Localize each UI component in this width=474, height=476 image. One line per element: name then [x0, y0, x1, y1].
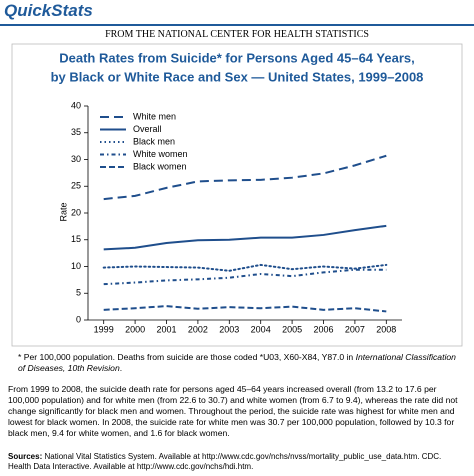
series-line	[103, 224, 387, 251]
x-tick-label: 2003	[219, 324, 239, 334]
chart-frame	[11, 43, 463, 347]
sources-label: Sources:	[8, 452, 43, 461]
y-axis-label: Rate	[58, 202, 68, 221]
legend-label: White women	[133, 149, 188, 159]
y-tick-label: 35	[71, 127, 81, 137]
footnote-italic: International Classification of Diseases…	[18, 352, 456, 373]
legend-label: White men	[133, 111, 176, 121]
y-tick-label: 30	[71, 154, 81, 164]
x-tick-label: 2008	[376, 324, 396, 334]
legend-label: Overall	[133, 124, 162, 134]
y-tick-label: 25	[71, 181, 81, 191]
x-tick-label: 2006	[313, 324, 333, 334]
x-tick-label: 2005	[282, 324, 302, 334]
x-tick-label: 2001	[156, 324, 176, 334]
legend-label: Black women	[133, 161, 187, 171]
x-tick-label: 2000	[125, 324, 145, 334]
brand: QuickStats	[4, 1, 93, 20]
y-tick-label: 15	[71, 234, 81, 244]
x-tick-label: 2007	[345, 324, 365, 334]
y-tick-label: 40	[71, 100, 81, 110]
x-tick-label: 2004	[251, 324, 271, 334]
sources: Sources: National Vital Statistics Syste…	[8, 452, 466, 472]
y-tick-label: 20	[71, 207, 81, 217]
footnote-text: * Per 100,000 population. Deaths from su…	[18, 352, 356, 362]
x-tick-label: 1999	[94, 324, 114, 334]
series-line	[103, 154, 387, 201]
legend-label: Black men	[133, 136, 175, 146]
sources-text: National Vital Statistics System. Availa…	[8, 452, 442, 471]
chart-title: by Black or White Race and Sex — United …	[51, 69, 424, 84]
chart-title: Death Rates from Suicide* for Persons Ag…	[59, 50, 414, 65]
summary: From 1999 to 2008, the suicide death rat…	[8, 384, 458, 438]
chart: Death Rates from Suicide* for Persons Ag…	[11, 43, 463, 347]
x-tick-label: 2002	[188, 324, 208, 334]
series-line	[103, 305, 387, 313]
series-line	[103, 268, 387, 286]
source-line: FROM THE NATIONAL CENTER FOR HEALTH STAT…	[105, 29, 369, 40]
y-tick-label: 0	[76, 314, 81, 324]
footnote: * Per 100,000 population. Deaths from su…	[18, 352, 462, 374]
y-tick-label: 5	[76, 288, 81, 298]
series-line	[102, 263, 388, 272]
y-tick-label: 10	[71, 261, 81, 271]
header-rule	[0, 24, 474, 26]
footnote-end: .	[119, 363, 123, 373]
